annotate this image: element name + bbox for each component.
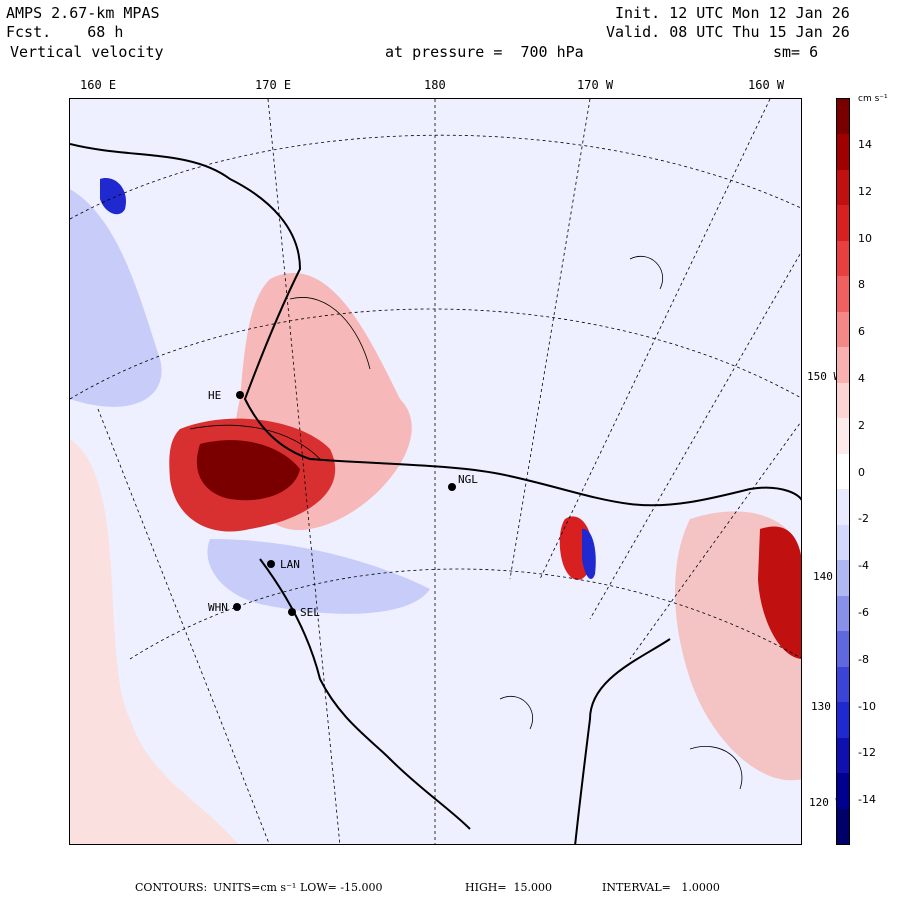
footer-contours-label: CONTOURS: xyxy=(135,881,208,894)
colorbar-tick-label: 10 xyxy=(858,231,872,245)
model-title: AMPS 2.67-km MPAS xyxy=(6,4,160,22)
map-panel: HE LAN WHN SEL NGL xyxy=(69,98,802,845)
colorbar-segment xyxy=(837,808,849,845)
colorbar-tick-label: -10 xyxy=(858,699,876,713)
colorbar-segment xyxy=(837,347,849,384)
colorbar-segment xyxy=(837,773,849,810)
colorbar-segment xyxy=(837,737,849,774)
positive-core xyxy=(196,440,300,501)
station-marker-he xyxy=(236,391,244,399)
colorbar-tick-label: 14 xyxy=(858,138,872,151)
negative-region-lowercenter xyxy=(207,539,430,614)
colorbar-segment xyxy=(837,666,849,703)
station-label-ngl: NGL xyxy=(458,473,478,486)
lon-label-180: 180 xyxy=(424,78,446,92)
negative-region-left xyxy=(70,189,162,407)
colorbar-tick-label: 4 xyxy=(858,372,865,385)
smoothing: sm= 6 xyxy=(773,43,819,61)
station-marker-whn xyxy=(233,603,241,611)
colorbar-segment xyxy=(837,240,849,277)
colorbar-tick-label: -14 xyxy=(858,793,876,807)
station-marker-ngl xyxy=(448,483,456,491)
lon-label-170e: 170 E xyxy=(255,78,292,92)
colorbar-segment xyxy=(837,276,849,313)
colorbar-tick-label: 8 xyxy=(858,278,865,292)
footer-interval: INTERVAL= 1.0000 xyxy=(602,881,720,894)
colorbar-tick-label: -12 xyxy=(858,746,876,760)
colorbar-segment xyxy=(837,134,849,171)
station-marker-sel xyxy=(288,608,296,616)
lat-label-120w: 120 W xyxy=(808,796,844,809)
init-time: Init. 12 UTC Mon 12 Jan 26 xyxy=(615,4,850,22)
footer-units: UNITS=cm s⁻¹ xyxy=(213,881,297,894)
colorbar-segment xyxy=(837,560,849,597)
station-marker-lan xyxy=(267,560,275,568)
colorbar-segment xyxy=(837,169,849,206)
colorbar-segment xyxy=(837,453,849,490)
lon-label-160w: 160 W xyxy=(748,78,785,92)
colorbar-tick-label: -4 xyxy=(858,559,869,573)
colorbar-segment xyxy=(837,631,849,668)
colorbar-segment xyxy=(837,99,849,135)
colorbar-tick-label: -2 xyxy=(858,512,869,526)
map-svg xyxy=(70,99,801,844)
positive-region-lowerleft xyxy=(70,439,239,844)
footer-low: LOW= -15.000 xyxy=(300,881,383,894)
colorbar-tick-label: 2 xyxy=(858,418,865,432)
colorbar-unit: cm s⁻¹ xyxy=(858,94,888,104)
negative-spot-topleft xyxy=(100,178,126,215)
station-label-he: HE xyxy=(208,389,222,402)
colorbar-segment xyxy=(837,418,849,455)
footer-high: HIGH= 15.000 xyxy=(465,881,553,894)
valid-time: Valid. 08 UTC Thu 15 Jan 26 xyxy=(606,23,850,41)
colorbar-tick-label: 6 xyxy=(858,325,865,339)
colorbar-segment xyxy=(837,524,849,561)
forecast-hour: Fcst. 68 h xyxy=(6,23,124,41)
colorbar-segment xyxy=(837,702,849,739)
colorbar-tick-label: -8 xyxy=(858,652,869,666)
station-label-lan: LAN xyxy=(280,558,300,571)
variable-name: Vertical velocity xyxy=(10,43,164,61)
colorbar-tick-label: 12 xyxy=(858,184,872,198)
negative-spot-center xyxy=(582,528,596,579)
colorbar-segment xyxy=(837,382,849,419)
lon-label-160e: 160 E xyxy=(80,78,117,92)
colorbar-tick-label: -6 xyxy=(858,606,869,619)
graticule xyxy=(70,99,801,844)
colorbar-tick-label: 0 xyxy=(858,465,865,479)
colorbar-segment xyxy=(837,489,849,526)
colorbar xyxy=(836,98,850,845)
positive-core-right xyxy=(758,526,801,659)
contour-lines xyxy=(189,256,743,790)
colorbar-segment xyxy=(837,595,849,632)
station-label-sel: SEL xyxy=(300,606,320,619)
lat-label-150w: 150 W xyxy=(806,370,842,383)
colorbar-segment xyxy=(837,311,849,348)
lon-label-170w: 170 W xyxy=(577,78,614,92)
pressure-level: at pressure = 700 hPa xyxy=(385,43,584,61)
station-label-whn: WHN xyxy=(208,601,228,614)
colorbar-segment xyxy=(837,205,849,242)
coastline xyxy=(70,143,801,844)
